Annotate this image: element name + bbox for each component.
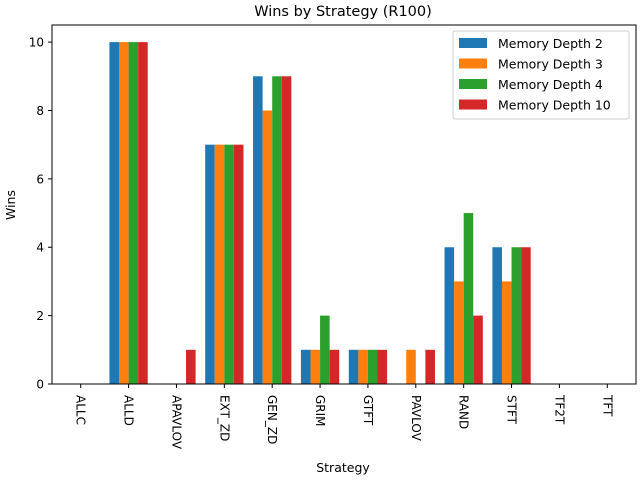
y-tick-label: 8: [36, 104, 44, 118]
legend-label: Memory Depth 4: [498, 77, 603, 92]
bar-stft-series-4: [521, 247, 531, 384]
bar-alld-series-3: [128, 42, 139, 384]
bar-ext_zd-series-1: [205, 144, 215, 384]
bar-rand-series-3: [463, 213, 474, 384]
legend-label: Memory Depth 2: [498, 36, 603, 51]
y-axis-label: Wins: [3, 190, 18, 220]
bar-gen_zd-series-3: [272, 76, 282, 385]
legend-swatch: [459, 58, 487, 69]
x-tick-label: STFT: [505, 395, 519, 425]
legend-swatch: [459, 79, 487, 89]
bar-rand-series-4: [473, 315, 483, 384]
bar-ext_zd-series-3: [224, 144, 234, 384]
bar-grim-series-2: [310, 349, 321, 384]
bar-ext_zd-series-4: [233, 144, 244, 384]
bar-stft-series-3: [511, 247, 522, 384]
bar-gtft-series-2: [358, 349, 368, 384]
bar-pavlov-series-2: [406, 349, 416, 384]
x-tick-label: TFT: [600, 394, 614, 417]
bar-pavlov-series-4: [425, 349, 435, 384]
bar-alld-series-2: [119, 42, 129, 384]
y-tick-label: 2: [36, 309, 44, 323]
legend-label: Memory Depth 10: [498, 98, 611, 113]
bar-grim-series-4: [329, 349, 340, 384]
bar-ext_zd-series-2: [214, 144, 225, 384]
x-tick-label: PAVLOV: [409, 395, 423, 442]
x-tick-label: APAVLOV: [169, 395, 183, 450]
bar-gen_zd-series-4: [281, 76, 292, 385]
legend-swatch: [459, 99, 487, 110]
y-tick-label: 6: [36, 172, 44, 186]
bar-gtft-series-3: [367, 349, 378, 384]
bar-gen_zd-series-2: [262, 110, 273, 384]
bar-gtft-series-4: [377, 349, 388, 384]
bar-grim-series-1: [300, 349, 311, 384]
x-tick-label: GEN_ZD: [265, 395, 279, 444]
bar-gen_zd-series-1: [253, 76, 263, 385]
bar-rand-series-1: [444, 247, 455, 384]
x-tick-label: ALLC: [74, 395, 88, 425]
bar-alld-series-1: [109, 42, 120, 384]
legend: Memory Depth 2 Memory Depth 3 Memory Depth…: [452, 30, 630, 120]
bar-grim-series-3: [320, 315, 330, 384]
legend-label: Memory Depth 3: [498, 57, 603, 72]
bar-stft-series-1: [492, 247, 502, 384]
bar-apavlov-series-4: [186, 349, 196, 384]
x-tick-label: EXT_ZD: [217, 395, 231, 441]
y-tick-label: 4: [36, 241, 44, 255]
y-tick-label: 10: [29, 36, 44, 50]
y-tick-label: 0: [36, 378, 44, 392]
x-tick-label: ALLD: [122, 395, 136, 426]
bar-gtft-series-1: [348, 349, 359, 384]
chart-title: Wins by Strategy (R100): [254, 4, 432, 20]
x-axis-label: Strategy: [316, 460, 370, 475]
x-tick-label: GRIM: [313, 395, 327, 427]
x-tick-label: GTFT: [361, 395, 375, 426]
legend-box: [452, 30, 630, 120]
legend-swatch: [459, 38, 487, 48]
bars-layer: [109, 42, 531, 385]
x-tick-label: RAND: [457, 395, 471, 429]
bar-rand-series-2: [454, 281, 464, 384]
bar-alld-series-4: [138, 42, 148, 384]
plot-frame: [51, 24, 637, 385]
axes-layer: 0 2 4 6 8 10 ALLC ALLD APAVLOV EXT_ZD GEN_ZD GRIM GT…: [29, 24, 637, 450]
x-tick-label: TF2T: [552, 394, 566, 425]
bar-stft-series-2: [501, 281, 512, 384]
